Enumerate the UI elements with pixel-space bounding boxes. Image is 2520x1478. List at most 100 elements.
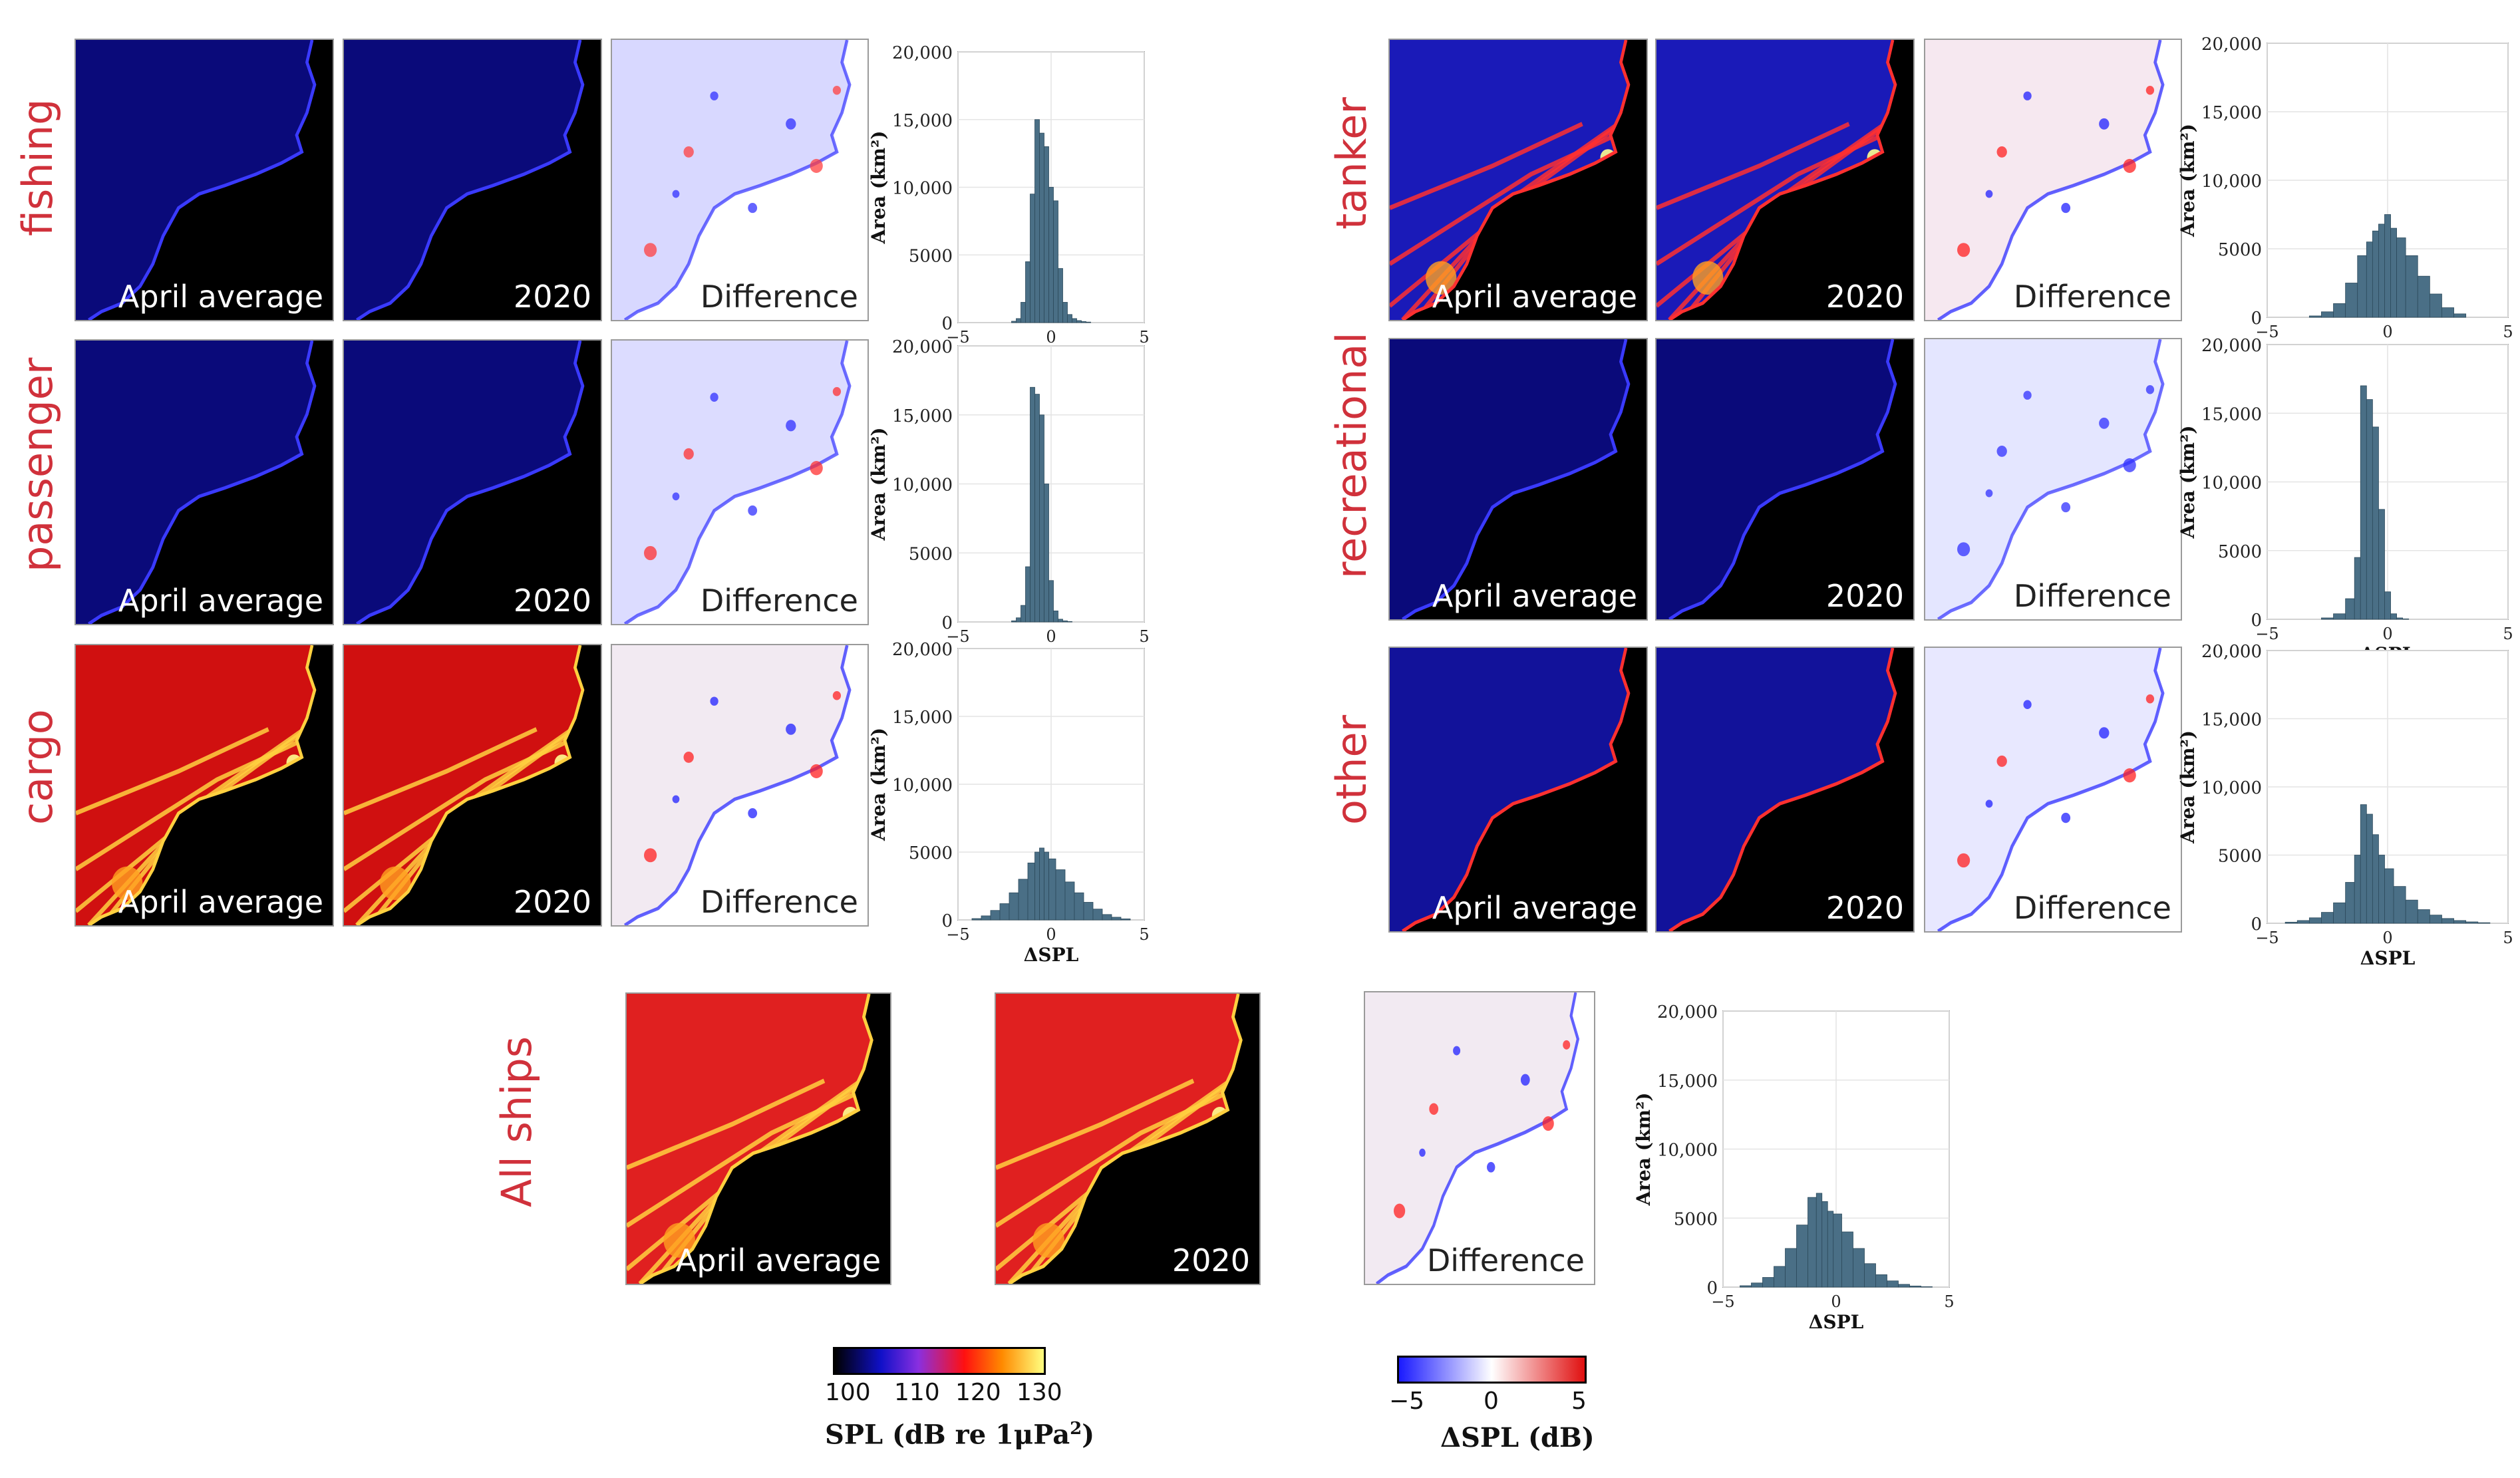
passenger-difference-map: Difference (611, 339, 869, 625)
histogram-bar (1016, 318, 1021, 323)
fishing-average-map: April average (75, 39, 334, 321)
histogram-bar (2284, 921, 2298, 924)
fishing-difference-caption: Difference (700, 279, 858, 315)
histogram-bar (1887, 1280, 1899, 1288)
spl-colorbar-gradient (833, 1347, 1046, 1375)
y-tick-label: 10,000 (2201, 474, 2262, 494)
spl-colorbar-label: SPL (dB re 1μPa2) (825, 1419, 1095, 1451)
recreational-2020-caption: 2020 (1825, 578, 1904, 614)
histogram-bar (1025, 566, 1030, 623)
histogram-bar (2366, 813, 2373, 924)
fishing-difference-map: Difference (611, 39, 869, 321)
histogram-bar (1048, 580, 1054, 623)
y-tick-label: 10,000 (892, 476, 953, 496)
cargo-average-caption: April average (118, 884, 323, 920)
y-tick-label: 0 (2251, 611, 2262, 631)
y-tick-label: 10,000 (2201, 172, 2262, 192)
histogram-bar (2396, 237, 2406, 318)
spl-tick-120: 120 (955, 1379, 1001, 1406)
x-tick-label: 0 (1831, 1292, 1841, 1311)
tanker-average-map: April average (1388, 39, 1648, 321)
histogram-bar (1030, 386, 1035, 623)
histogram-bar (1021, 605, 1026, 623)
histogram-bar (1011, 321, 1017, 323)
histogram-bar (1009, 892, 1019, 921)
histogram-bar (1044, 146, 1049, 323)
histogram-bar (1062, 620, 1068, 623)
passenger-2020-caption: 2020 (513, 583, 591, 619)
y-tick-label: 20,000 (1657, 1002, 1718, 1022)
histogram-bar (2390, 613, 2397, 620)
y-tick-label: 20,000 (2201, 35, 2262, 55)
histogram-bar (1034, 851, 1040, 921)
x-tick-label: 5 (1139, 328, 1149, 347)
histogram-bar (2441, 918, 2454, 924)
delta-tick-0: 0 (1484, 1388, 1499, 1415)
histogram-bar (2372, 834, 2379, 924)
cargo-2020-map: 2020 (343, 644, 602, 927)
histogram-bar (1025, 261, 1030, 323)
row-label-other: other (1327, 714, 1376, 825)
row-label-recreational: recreational (1327, 332, 1376, 579)
histogram-bar (2378, 509, 2385, 620)
histogram-bar (2366, 241, 2373, 318)
histogram-bar (1030, 194, 1035, 323)
histogram-bar (2308, 315, 2322, 318)
delta-spl-colorbar: −5 0 5 ΔSPL (dB) (1389, 1356, 1597, 1462)
y-tick-label: 15,000 (892, 708, 953, 728)
x-axis-label: ΔSPL (1809, 1311, 1864, 1333)
histogram-bar (2308, 917, 2322, 924)
spl-tick-130: 130 (1017, 1379, 1062, 1406)
histogram-bar (1111, 917, 1122, 921)
histogram-bar (1083, 902, 1094, 921)
histogram-bar (1072, 318, 1077, 323)
passenger-average-map: April average (75, 339, 334, 625)
x-tick-label: −5 (946, 925, 969, 944)
cargo-difference-caption: Difference (700, 884, 858, 920)
histogram-bar (1086, 321, 1091, 323)
all-ships-histogram: 0 5000 10,000 15,000 20,000 −5 0 5 Area (km²) ΔSP… (1633, 1002, 1955, 1333)
x-tick-label: −5 (2255, 625, 2279, 643)
y-tick-label: 0 (941, 911, 953, 931)
histogram-bar (1062, 302, 1068, 323)
x-tick-label: 5 (1139, 627, 1149, 646)
histogram-bar (2360, 804, 2367, 924)
row-label-cargo: cargo (13, 709, 62, 825)
histogram-bar (2405, 899, 2418, 924)
tanker-difference-map: Difference (1924, 39, 2182, 321)
row-label-fishing: fishing (13, 98, 62, 236)
histogram-bar (1796, 1225, 1808, 1288)
x-tick-label: 0 (2382, 323, 2392, 341)
tanker-2020-caption: 2020 (1825, 279, 1904, 315)
passenger-average-caption: April average (118, 583, 323, 619)
histogram-bar (1074, 892, 1084, 921)
other-2020-caption: 2020 (1825, 890, 1904, 926)
y-tick-label: 15,000 (892, 406, 953, 426)
histogram-bar (1027, 862, 1035, 921)
histogram-bar (1058, 619, 1063, 623)
histogram-bar (1034, 119, 1040, 323)
delta-colorbar-gradient (1397, 1356, 1587, 1384)
y-axis-label: Area (km²) (2177, 124, 2199, 237)
histogram-bar (1018, 879, 1028, 921)
histogram-bar (1864, 1263, 1876, 1288)
histogram-bar (1102, 914, 1112, 921)
y-tick-label: 0 (2251, 309, 2262, 329)
y-tick-label: 20,000 (892, 337, 953, 357)
histogram-bar (1016, 617, 1021, 623)
other-average-map: April average (1388, 647, 1648, 933)
y-axis-label: Area (km²) (2177, 730, 2199, 844)
recreational-difference-caption: Difference (2013, 578, 2171, 614)
x-tick-label: 0 (2382, 625, 2392, 643)
y-tick-label: 20,000 (892, 640, 953, 660)
y-tick-label: 0 (2251, 915, 2262, 935)
row-label-tanker: tanker (1327, 97, 1376, 229)
histogram-bar (1909, 1285, 1921, 1288)
spl-tick-110: 110 (894, 1379, 940, 1406)
x-tick-label: −5 (946, 627, 969, 646)
